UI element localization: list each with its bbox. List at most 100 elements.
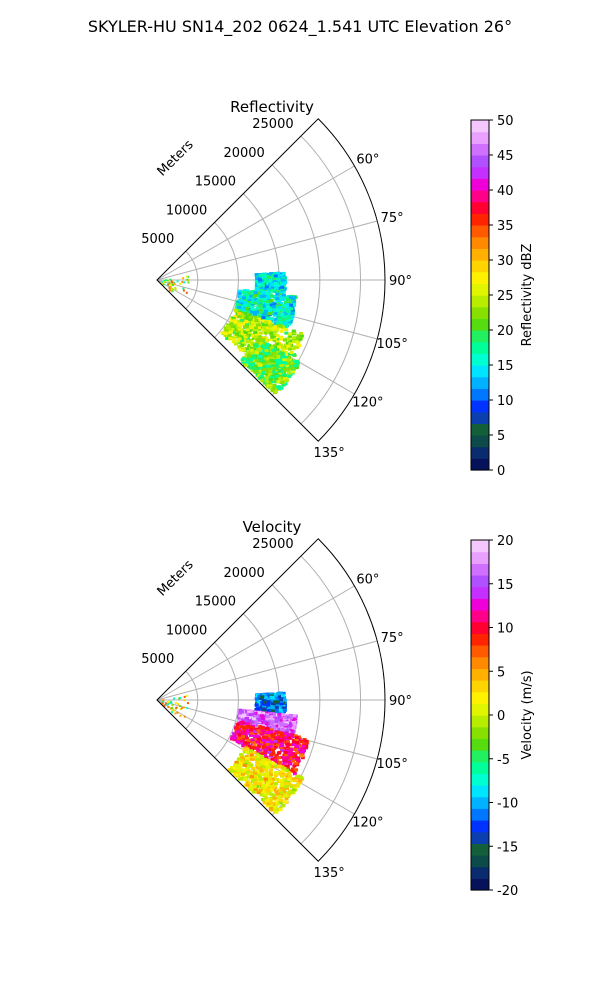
echo-gate (274, 710, 279, 714)
echo-gate (293, 748, 297, 752)
echo-gate (282, 698, 287, 702)
echo-gate (294, 738, 299, 741)
echo-gate (287, 374, 292, 378)
echo-gate (239, 335, 244, 339)
echo-gate (266, 305, 270, 309)
echo-gate (274, 286, 279, 290)
echo-gate (256, 362, 261, 366)
echo-gate (289, 785, 294, 789)
echo-gate (277, 795, 282, 799)
echo-gate (276, 299, 281, 303)
colorbar-tick-label: -15 (497, 840, 518, 855)
colorbar-swatch (471, 656, 489, 669)
echo-gate (280, 749, 285, 753)
echo-gate (304, 739, 309, 743)
echo-gate (279, 732, 284, 736)
echo-gate (249, 709, 254, 713)
echo-gate (220, 331, 225, 335)
colorbar-swatch (471, 855, 489, 868)
echo-gate (269, 283, 274, 287)
echo-gate (171, 284, 174, 286)
echo-gate (265, 745, 270, 749)
echo-gate (283, 772, 288, 776)
echo-gate (276, 359, 280, 362)
echo-gate (286, 337, 291, 341)
echo-gate (255, 761, 260, 765)
echo-gate (262, 765, 267, 768)
echo-gate (269, 348, 274, 352)
echo-gate (272, 302, 277, 306)
echo-gate (264, 760, 269, 764)
echo-gate (243, 291, 248, 295)
echo-gate (246, 300, 251, 304)
echo-gate (267, 369, 272, 373)
echo-gate (258, 316, 263, 320)
echo-gate (280, 285, 285, 289)
echo-gate (281, 691, 286, 695)
echo-gate (252, 751, 257, 755)
echo-gate (263, 740, 268, 744)
echo-gate (289, 351, 294, 354)
echo-gate (275, 802, 280, 806)
colorbar-tick-label: 0 (497, 709, 505, 724)
echo-gate (258, 273, 263, 277)
echo-gate (248, 316, 253, 319)
echo-gate (266, 714, 271, 718)
echo-gate (275, 385, 280, 389)
echo-gate (286, 782, 291, 786)
echo-gate (285, 358, 290, 362)
echo-gate (286, 733, 291, 737)
sector-outline (156, 538, 386, 862)
echo-gate (261, 325, 266, 329)
echo-gate (282, 782, 287, 786)
echo-gate (283, 351, 288, 354)
echo-gate (254, 715, 259, 718)
echo-gate (260, 359, 265, 363)
echo-gate (259, 760, 264, 764)
echo-gate (270, 718, 275, 721)
colorbar-tick-label: 15 (497, 578, 514, 593)
echo-gate (256, 326, 261, 330)
echo-gate (253, 291, 258, 295)
colorbar-tick-label: 20 (497, 324, 514, 339)
echo-gate (169, 701, 172, 704)
echo-gate (235, 722, 240, 726)
echo-gate (257, 694, 262, 698)
echo-gate (273, 274, 278, 278)
echo-gate (266, 802, 271, 806)
echo-gate (294, 366, 299, 369)
echo-gate (243, 339, 248, 343)
echo-gate (246, 775, 251, 779)
echo-gate (284, 731, 289, 735)
echo-gate (279, 273, 284, 277)
echo-gate (258, 788, 263, 792)
echo-gate (266, 703, 271, 707)
echo-gate (279, 698, 284, 702)
echo-gate (236, 769, 241, 772)
echo-gate (247, 345, 252, 349)
echo-gate (227, 332, 232, 336)
colorbar-swatch (471, 575, 489, 588)
echo-gate (280, 312, 285, 316)
echo-gate (295, 774, 299, 778)
echo-gate (265, 300, 270, 303)
echo-gate (287, 771, 292, 775)
echo-gate (292, 714, 297, 718)
echo-gate (272, 732, 277, 736)
echo-gate (270, 364, 275, 367)
echo-gate (183, 281, 186, 284)
echo-gate (240, 725, 245, 729)
echo-gate (251, 290, 256, 293)
echo-gate (244, 307, 249, 310)
colorbar-swatch (471, 248, 489, 261)
echo-gate (276, 340, 280, 344)
echo-gate (292, 722, 297, 726)
echo-gate (266, 288, 271, 292)
echo-gate (263, 736, 268, 740)
echo-gate (251, 724, 256, 728)
echo-gate (284, 328, 289, 332)
colorbar-swatch (471, 866, 489, 879)
echo-gate (282, 303, 287, 307)
echo-gate (260, 309, 264, 312)
echo-gate (257, 754, 262, 758)
